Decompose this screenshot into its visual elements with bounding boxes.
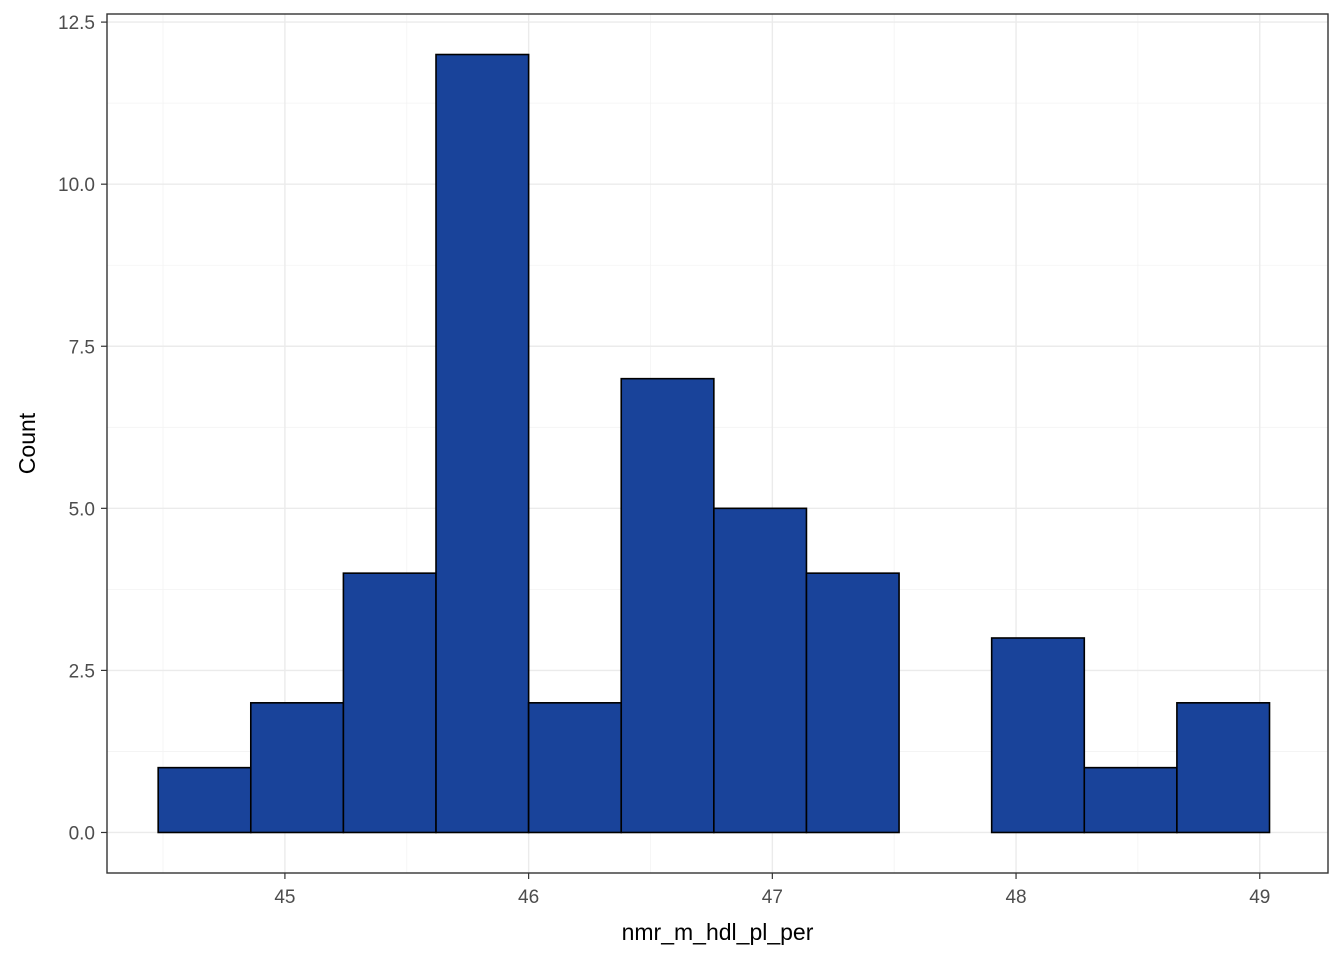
y-axis: 0.0 2.5 5.0 7.5 10.0 12.5 bbox=[58, 13, 107, 844]
y-tick-label: 2.5 bbox=[69, 661, 95, 682]
y-tick-label: 10.0 bbox=[58, 175, 95, 196]
histogram-bar bbox=[1083, 766, 1178, 834]
histogram-bar bbox=[249, 702, 345, 834]
histogram-bar bbox=[342, 572, 437, 834]
x-tick-label: 47 bbox=[762, 887, 783, 908]
y-tick-label: 7.5 bbox=[69, 337, 95, 358]
plot-panel-border bbox=[106, 13, 1329, 874]
x-axis-title: nmr_m_hdl_pl_per bbox=[622, 919, 814, 945]
x-axis: 45 46 47 48 49 bbox=[274, 873, 1270, 908]
histogram-bar bbox=[435, 53, 530, 834]
x-tick-label: 46 bbox=[518, 887, 539, 908]
y-tick-label: 0.0 bbox=[69, 823, 95, 844]
x-tick-label: 48 bbox=[1005, 887, 1026, 908]
histogram-bar bbox=[990, 637, 1086, 834]
histogram-bar bbox=[805, 572, 900, 834]
histogram-bar bbox=[157, 766, 252, 834]
histogram-bars bbox=[157, 53, 1271, 834]
histogram-bar bbox=[527, 702, 623, 834]
histogram-bar bbox=[620, 377, 715, 834]
y-axis-title: Count bbox=[14, 412, 40, 474]
histogram-bar bbox=[713, 507, 808, 834]
y-tick-label: 12.5 bbox=[58, 13, 95, 34]
histogram-bar bbox=[1176, 702, 1271, 834]
y-tick-label: 5.0 bbox=[69, 499, 95, 520]
x-tick-label: 45 bbox=[274, 887, 295, 908]
x-tick-label: 49 bbox=[1249, 887, 1270, 908]
